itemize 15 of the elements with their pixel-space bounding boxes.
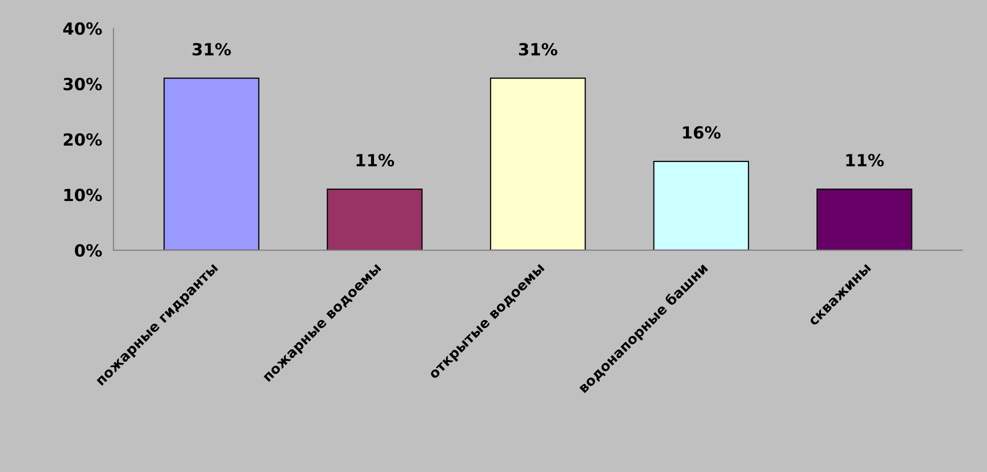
bar	[164, 78, 260, 250]
y-tick-label: 40%	[63, 22, 102, 35]
bar	[490, 78, 586, 250]
bar	[326, 188, 423, 250]
y-tick-label: 30%	[64, 78, 102, 90]
y-tick-label: 0%	[74, 244, 102, 257]
data-label: 16%	[683, 126, 721, 139]
data-label: 31%	[519, 42, 558, 56]
data-label: 11%	[356, 154, 394, 166]
data-label: 31%	[192, 42, 231, 56]
data-label: 11%	[846, 154, 884, 166]
bar	[816, 188, 912, 250]
bar	[653, 160, 750, 250]
y-tick-label: 10%	[64, 188, 102, 202]
y-tick-label: 20%	[64, 133, 102, 146]
